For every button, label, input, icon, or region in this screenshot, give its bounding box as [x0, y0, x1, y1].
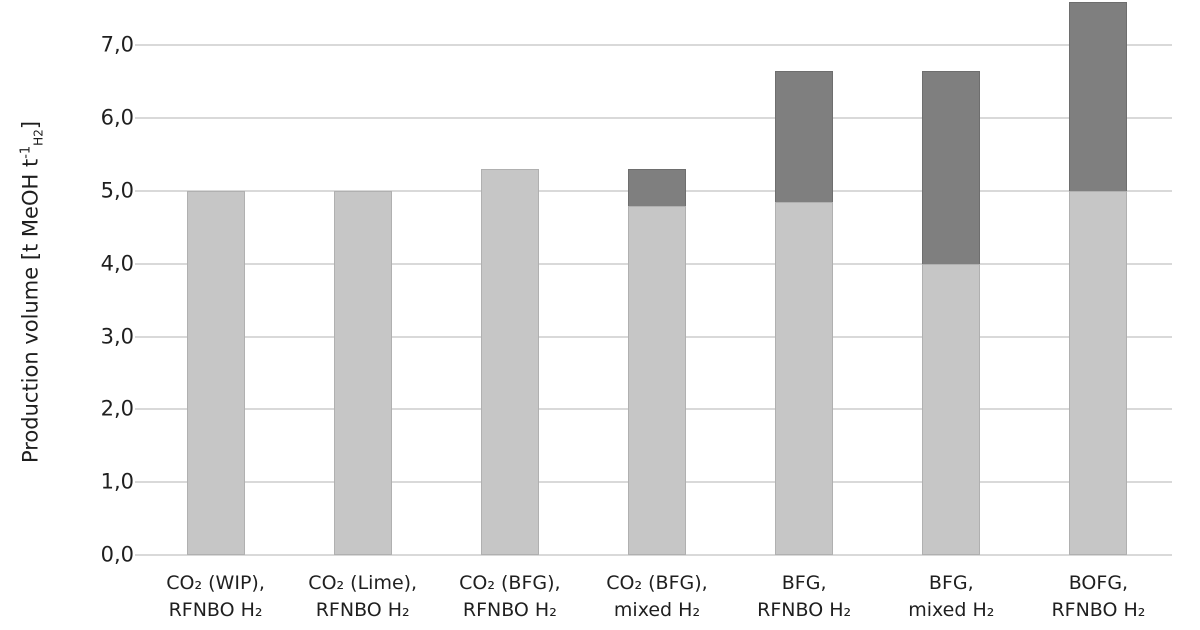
x-category-label: CO₂ (BFG), mixed H₂ [583, 570, 730, 624]
y-tick-label: 1,0 [100, 469, 134, 494]
plot-area [135, 0, 1172, 556]
y-tick-label: 6,0 [100, 105, 134, 130]
y-tick-label: 0,0 [100, 542, 134, 567]
bar-series [142, 0, 1172, 555]
bar-segment-dark [1069, 1, 1128, 191]
x-category-label: CO₂ (BFG), RFNBO H₂ [436, 570, 583, 624]
bar-bfg-rfnbo-h2 [775, 70, 834, 555]
y-tick-label: 5,0 [100, 178, 134, 203]
x-category-line2: mixed H₂ [908, 599, 995, 621]
x-category-line1: BOFG, [1068, 572, 1129, 594]
x-category-line2: mixed H₂ [613, 599, 701, 621]
x-axis-category-labels: CO₂ (WIP), RFNBO H₂ CO₂ (Lime), RFNBO H₂… [142, 570, 1172, 624]
x-category-line1: BFG, [928, 572, 974, 594]
x-category-line2: RFNBO H₂ [315, 599, 410, 621]
x-category-label: BOFG, RFNBO H₂ [1025, 570, 1172, 624]
y-tick-label: 4,0 [100, 251, 134, 276]
bar-co2-bfg-rfnbo-h2 [480, 169, 539, 555]
bar-bofg-rfnbo-h2 [1069, 1, 1128, 555]
y-tick-label: 7,0 [100, 32, 134, 57]
bar-co2-bfg-mixed-h2 [627, 169, 686, 555]
bar-segment-light [186, 191, 245, 555]
x-category-label: CO₂ (Lime), RFNBO H₂ [289, 570, 436, 624]
x-category-line2: RFNBO H₂ [1051, 599, 1146, 621]
gridline [135, 44, 1172, 47]
x-axis-line [135, 554, 1172, 556]
gridline [135, 117, 1172, 120]
bar-segment-light [333, 191, 392, 555]
x-category-label: BFG, RFNBO H₂ [731, 570, 878, 624]
bar-bfg-mixed-h2 [922, 70, 981, 555]
x-category-label: BFG, mixed H₂ [878, 570, 1025, 624]
y-tick-label: 2,0 [100, 396, 134, 421]
y-tick-label: 3,0 [100, 324, 134, 349]
bar-segment-light [922, 263, 981, 555]
x-category-line1: CO₂ (Lime), [308, 572, 418, 594]
y-axis-tick-labels: 0,0 1,0 2,0 3,0 4,0 5,0 6,0 7,0 [0, 0, 134, 565]
x-category-line2: RFNBO H₂ [757, 599, 852, 621]
x-category-label: CO₂ (WIP), RFNBO H₂ [142, 570, 289, 624]
x-category-line1: CO₂ (WIP), [166, 572, 265, 594]
bar-segment-light [627, 205, 686, 555]
bar-segment-light [1069, 191, 1128, 555]
bar-segment-light [480, 169, 539, 555]
bar-co2-wip-rfnbo-h2 [186, 191, 245, 555]
bar-co2-lime-rfnbo-h2 [333, 191, 392, 555]
x-category-line2: RFNBO H₂ [168, 599, 263, 621]
x-category-line2: RFNBO H₂ [462, 599, 557, 621]
x-category-line1: CO₂ (BFG), [606, 572, 708, 594]
x-category-line1: CO₂ (BFG), [459, 572, 561, 594]
bar-segment-dark [627, 169, 686, 206]
bar-segment-dark [775, 70, 834, 202]
bar-segment-dark [922, 70, 981, 264]
x-category-line1: BFG, [781, 572, 827, 594]
bar-segment-light [775, 201, 834, 555]
